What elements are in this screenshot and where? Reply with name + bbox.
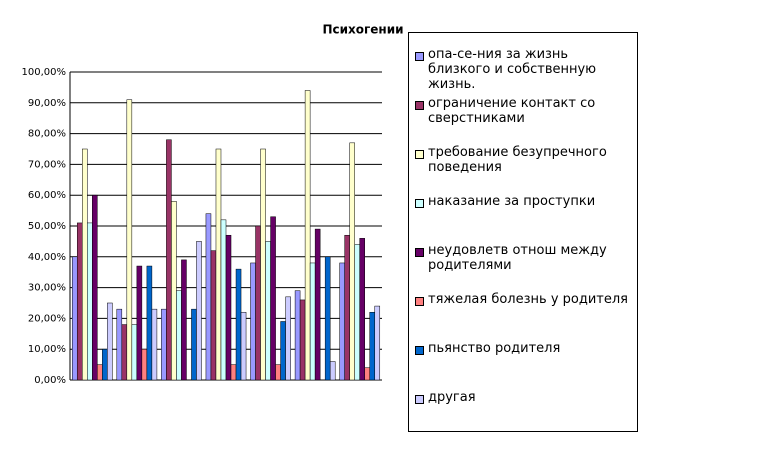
bar bbox=[196, 241, 202, 381]
bar bbox=[255, 225, 261, 381]
bar bbox=[344, 234, 350, 381]
bar bbox=[314, 228, 321, 381]
bar bbox=[205, 213, 212, 381]
bar bbox=[304, 90, 311, 381]
legend-entry: наказание за проступки bbox=[415, 194, 633, 243]
legend-entry: другая bbox=[415, 390, 633, 439]
y-tick-label: 50,00% bbox=[28, 221, 66, 232]
legend-swatch bbox=[415, 199, 424, 208]
bar bbox=[285, 296, 291, 381]
chart-title: Психогении bbox=[322, 23, 403, 37]
bar bbox=[181, 259, 187, 381]
bar bbox=[354, 244, 360, 381]
y-tick-label: 20,00% bbox=[28, 313, 66, 324]
bar bbox=[260, 148, 266, 381]
legend-label: другая bbox=[428, 390, 476, 405]
bar bbox=[215, 148, 222, 381]
bar bbox=[329, 361, 336, 381]
bar bbox=[374, 305, 381, 381]
legend-label: наказание за проступки bbox=[428, 194, 596, 209]
bar bbox=[220, 219, 227, 381]
bar bbox=[210, 250, 217, 381]
bar bbox=[235, 268, 242, 381]
bar bbox=[92, 194, 98, 381]
bar bbox=[171, 201, 177, 381]
y-tick-label: 30,00% bbox=[28, 283, 66, 294]
legend-label: тяжелая болезнь у родителя bbox=[428, 292, 628, 307]
bar bbox=[309, 262, 316, 381]
legend-swatch bbox=[415, 52, 424, 61]
y-tick-label: 70,00% bbox=[28, 159, 66, 170]
y-tick-label: 0,00% bbox=[34, 375, 66, 386]
bar bbox=[151, 308, 158, 381]
bar bbox=[146, 265, 153, 381]
bar bbox=[102, 348, 108, 381]
legend-label: требование безупречного поведения bbox=[428, 145, 607, 175]
y-tick-label: 40,00% bbox=[28, 252, 66, 263]
bar bbox=[166, 139, 172, 381]
legend-swatch bbox=[415, 395, 424, 404]
bar bbox=[240, 311, 247, 381]
bar bbox=[141, 348, 148, 381]
legend-label: неудовлетв отнош между родителями bbox=[428, 243, 607, 273]
bar bbox=[191, 308, 197, 381]
bar bbox=[324, 256, 331, 381]
y-tick-label: 80,00% bbox=[28, 129, 66, 140]
legend-swatch bbox=[415, 150, 424, 159]
bar bbox=[359, 238, 365, 381]
bar bbox=[369, 311, 376, 381]
legend-swatch bbox=[415, 346, 424, 355]
bar bbox=[176, 290, 182, 381]
legend-label: опа-се-ния за жизнь близкого и собственн… bbox=[428, 47, 597, 92]
bar bbox=[250, 262, 256, 381]
legend-entry: ограничение контакт со сверстниками bbox=[415, 96, 633, 145]
bar bbox=[280, 321, 286, 381]
bar bbox=[349, 142, 355, 381]
bar bbox=[339, 262, 345, 381]
bar bbox=[71, 256, 78, 381]
legend-entry: тяжелая болезнь у родителя bbox=[415, 292, 633, 341]
legend: опа-се-ния за жизнь близкого и собственн… bbox=[408, 32, 638, 432]
bar bbox=[97, 364, 103, 381]
bar bbox=[364, 367, 370, 381]
bar bbox=[107, 302, 113, 381]
legend-swatch bbox=[415, 248, 424, 257]
bar bbox=[270, 216, 276, 381]
legend-label: пьянство родителя bbox=[428, 341, 561, 356]
legend-label: ограничение контакт со сверстниками bbox=[428, 96, 596, 126]
bar bbox=[121, 324, 128, 381]
bar bbox=[87, 222, 93, 381]
bar bbox=[116, 308, 123, 381]
legend-entry: требование безупречного поведения bbox=[415, 145, 633, 194]
bar bbox=[299, 299, 306, 381]
bar bbox=[225, 234, 232, 381]
bar bbox=[294, 290, 301, 381]
bar bbox=[76, 222, 83, 381]
y-tick-label: 60,00% bbox=[28, 190, 66, 201]
y-tick-label: 10,00% bbox=[28, 344, 66, 355]
y-tick-label: 90,00% bbox=[28, 98, 66, 109]
bar bbox=[136, 265, 143, 381]
bar bbox=[161, 308, 167, 381]
bar bbox=[265, 241, 271, 381]
bar bbox=[230, 364, 237, 381]
legend-swatch bbox=[415, 101, 424, 110]
legend-entry: неудовлетв отнош между родителями bbox=[415, 243, 633, 292]
legend-swatch bbox=[415, 297, 424, 306]
legend-entry: пьянство родителя bbox=[415, 341, 633, 390]
y-tick-label: 100,00% bbox=[22, 67, 67, 78]
legend-entry: опа-се-ния за жизнь близкого и собственн… bbox=[415, 47, 633, 96]
bar bbox=[82, 148, 88, 381]
bar bbox=[126, 99, 133, 381]
bar bbox=[131, 324, 138, 381]
bar bbox=[275, 364, 281, 381]
